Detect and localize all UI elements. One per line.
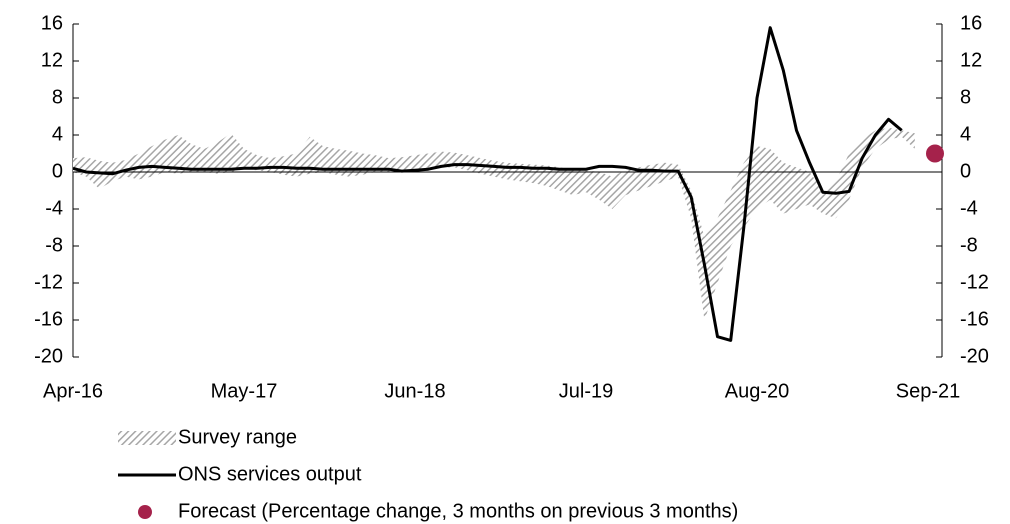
legend-swatch	[118, 431, 176, 445]
legend-label: ONS services output	[178, 463, 362, 485]
legend-swatch	[138, 505, 152, 519]
y-tick-label: -12	[34, 271, 63, 293]
x-tick-label: Sep-21	[896, 380, 961, 402]
legend-label: Forecast (Percentage change, 3 months on…	[178, 500, 738, 522]
y2-tick-label: 4	[960, 123, 971, 145]
y2-tick-label: 12	[960, 49, 982, 71]
ons-line	[72, 26, 903, 342]
y2-tick-label: -8	[960, 234, 978, 256]
y2-tick-label: -20	[960, 345, 989, 367]
y-tick-label: 12	[41, 49, 63, 71]
forecast-point	[926, 144, 944, 163]
y-tick-label: 8	[52, 86, 63, 108]
y-tick-label: 16	[41, 12, 63, 34]
y2-tick-label: 16	[960, 12, 982, 34]
y2-tick-label: -4	[960, 197, 978, 219]
y-tick-label: -16	[34, 308, 63, 330]
y-tick-label: -4	[45, 197, 63, 219]
y2-tick-label: -12	[960, 271, 989, 293]
survey-range-area	[73, 127, 915, 320]
legend-label: Survey range	[178, 426, 297, 448]
y-tick-label: -8	[45, 234, 63, 256]
x-tick-label: Aug-20	[725, 380, 790, 402]
x-tick-label: Jul-19	[559, 380, 613, 402]
x-tick-label: Jun-18	[384, 380, 445, 402]
x-tick-label: Apr-16	[43, 380, 103, 402]
y-tick-label: 0	[52, 160, 63, 182]
y2-tick-label: -16	[960, 308, 989, 330]
y2-tick-label: 0	[960, 160, 971, 182]
y-tick-label: 4	[52, 123, 63, 145]
y-tick-label: -20	[34, 345, 63, 367]
x-tick-label: May-17	[211, 380, 278, 402]
y2-tick-label: 8	[960, 86, 971, 108]
